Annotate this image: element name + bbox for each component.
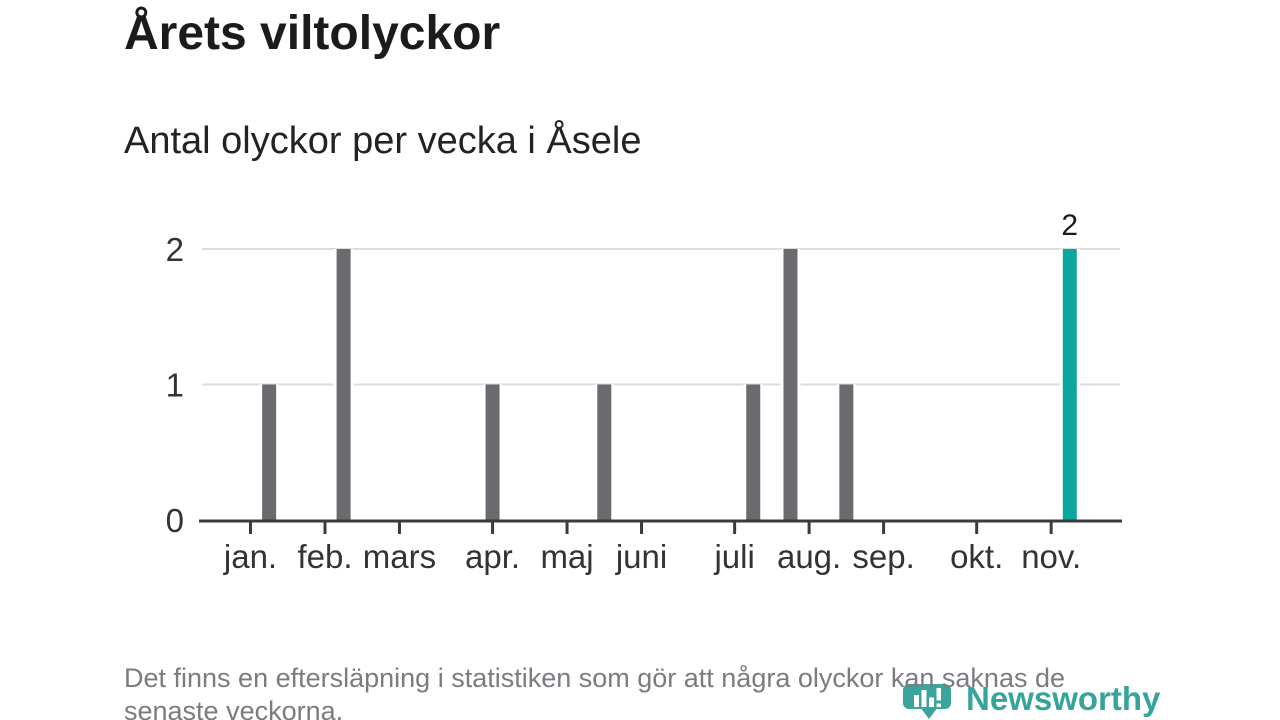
x-label-feb.: feb. [297, 538, 352, 575]
bar-week-6 [336, 249, 351, 520]
bar-week-14 [485, 384, 500, 520]
footnote: Det finns en eftersläpning i statistiken… [124, 662, 1065, 720]
y-label-0: 0 [166, 502, 184, 539]
footnote-line2: senaste veckorna. [124, 696, 344, 720]
chart-subtitle: Antal olyckor per vecka i Åsele [124, 120, 642, 162]
newsworthy-logo-text: Newsworthy [966, 680, 1161, 717]
newsworthy-logo: Newsworthy [903, 680, 1163, 720]
x-label-maj: maj [540, 538, 593, 575]
x-label-mars: mars [363, 538, 436, 575]
x-label-aug.: aug. [777, 538, 841, 575]
x-label-apr.: apr. [465, 538, 520, 575]
footnote-line1: Det finns en eftersläpning i statistiken… [124, 663, 1065, 693]
x-label-okt.: okt. [950, 538, 1003, 575]
accidents-per-week-bar-chart: jan. feb. mars apr. maj juni juli aug. sep. okt. n… [166, 209, 1122, 575]
newsworthy-chart-bubble-icon [903, 684, 951, 719]
x-label-nov.: nov. [1021, 538, 1081, 575]
y-label-1: 1 [166, 367, 184, 404]
bar-week-30 [783, 249, 798, 520]
bar-week-2 [262, 384, 277, 520]
bar-week-45 [1062, 249, 1077, 520]
bar-week-20 [597, 384, 612, 520]
x-label-juni: juni [615, 538, 667, 575]
highlight-value-label: 2 [1061, 209, 1078, 242]
bar-week-33 [839, 384, 854, 520]
x-label-juli: juli [713, 538, 754, 575]
bar-week-28 [746, 384, 761, 520]
x-label-jan.: jan. [223, 538, 277, 575]
x-label-sep.: sep. [852, 538, 914, 575]
page-title: Årets viltolyckor [124, 7, 501, 60]
y-label-2: 2 [166, 231, 184, 268]
